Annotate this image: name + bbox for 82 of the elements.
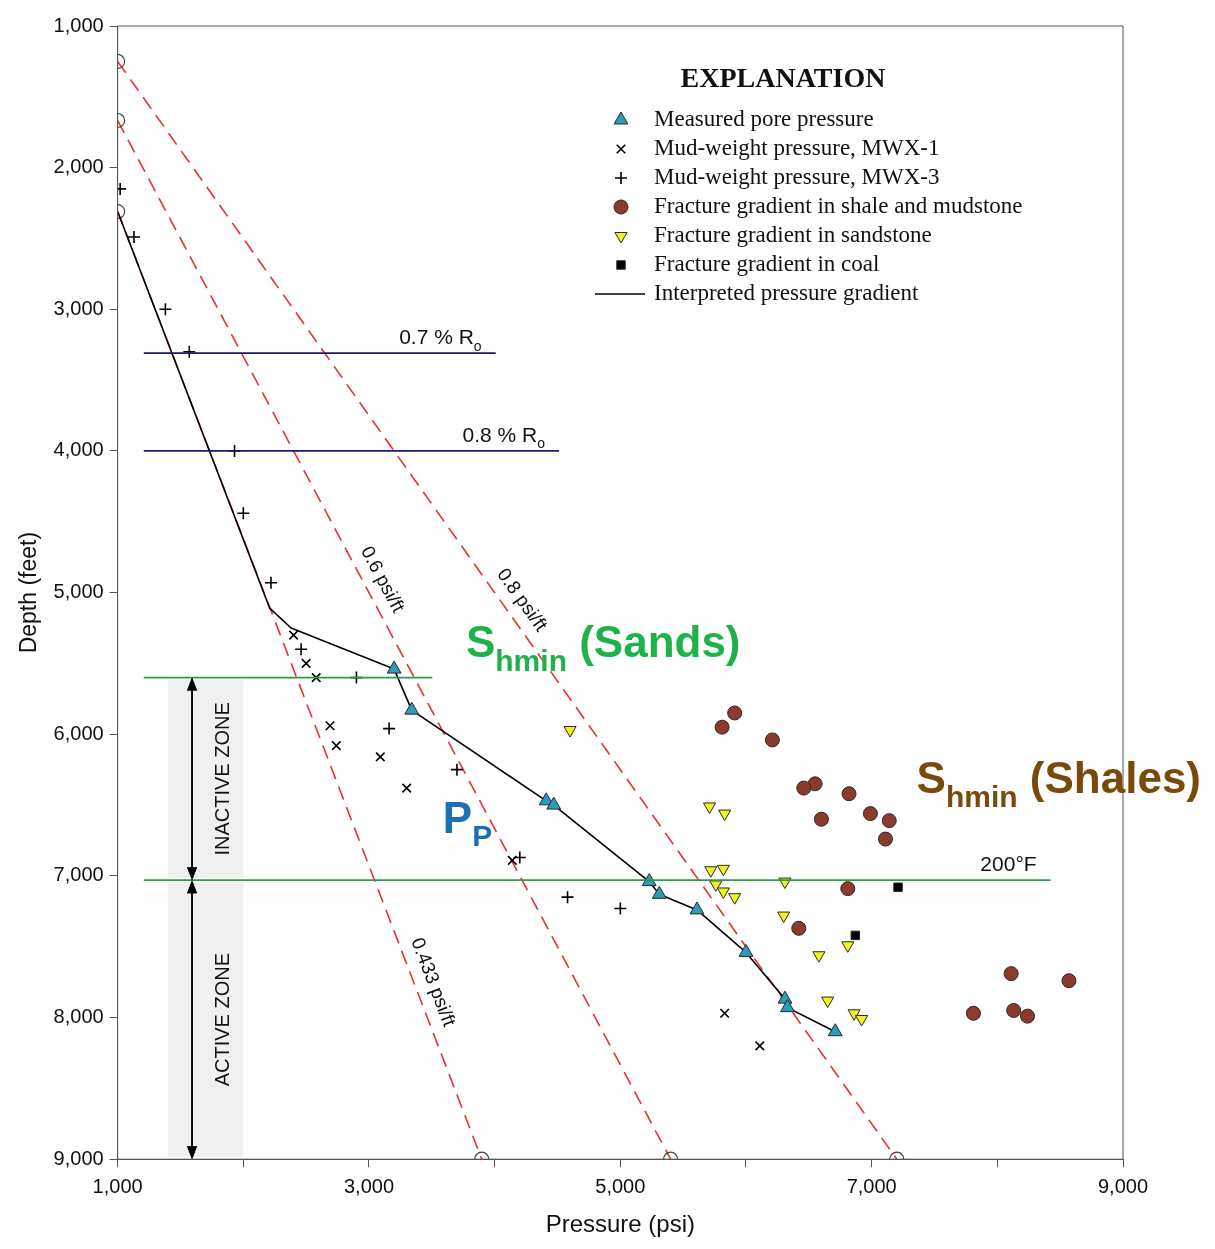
point [847,1009,861,1021]
point [877,831,893,847]
point [375,751,386,762]
legend-label: Measured pore pressure [654,106,874,132]
point [563,726,577,738]
point [331,740,342,751]
point [841,786,857,802]
point [288,630,299,641]
point [264,575,278,590]
y-tick-label: 6,000 [53,721,104,744]
y-tick-label: 2,000 [53,155,104,178]
band-label: ACTIVE ZONE [210,953,233,1087]
point [841,941,855,953]
point [182,345,197,359]
ref-line-label: 200°F [980,852,1037,876]
point [719,1008,730,1019]
legend-label: Fracture gradient in shale and mudstone [654,193,1023,219]
point [791,920,807,936]
point [127,230,141,244]
x-tick-label: 1,000 [92,1174,143,1197]
x-tick-label: 5,000 [595,1174,646,1197]
point [709,880,723,892]
point [754,1040,765,1051]
legend-label: Fracture gradient in sandstone [654,222,932,248]
x-tick-label: 3,000 [343,1174,395,1197]
point [813,811,829,827]
point [1061,973,1077,989]
y-tick-label: 4,000 [53,438,104,461]
point [893,882,903,892]
point [450,762,464,777]
point [311,672,322,683]
point [862,806,878,822]
y-tick-label: 1,000 [53,13,104,36]
point [764,732,780,748]
point [301,658,312,669]
point [704,866,718,878]
legend-label: Interpreted pressure gradient [654,280,919,306]
point [236,506,251,521]
point [560,890,575,904]
point [728,893,742,905]
point [1003,966,1019,982]
y-tick-label: 7,000 [53,863,104,886]
legend-label: Mud-weight pressure, MWX-1 [654,135,940,161]
point [850,930,861,941]
point [401,783,412,794]
point [382,721,396,736]
point [796,780,812,796]
point [1019,1008,1035,1024]
text: 0.6 psi/ft [356,542,410,617]
point [881,813,897,829]
point [294,642,308,657]
x-tick-label: 7,000 [846,1174,897,1197]
point [507,855,518,866]
legend-label: Mud-weight pressure, MWX-3 [654,164,940,190]
point [158,302,173,317]
point [965,1005,981,1021]
point [1006,1002,1022,1018]
y-tick-label: 8,000 [53,1005,104,1028]
legend-label: Fracture gradient in coal [654,251,880,277]
point [855,1014,869,1027]
point [821,996,835,1009]
y-tick-label: 5,000 [53,580,104,603]
point [716,887,730,899]
legend-title: EXPLANATION [680,62,886,94]
y-axis-title: Depth (feet) [15,531,42,654]
point [812,951,826,963]
point [840,881,856,897]
point [324,720,336,731]
point [613,901,628,916]
point [807,776,823,792]
point [727,705,743,721]
band-label: INACTIVE ZONE [210,702,233,856]
text: 0.433 psi/ft [407,934,461,1030]
point [716,864,730,877]
point [714,719,730,735]
y-tick-label: 3,000 [53,296,104,319]
point [777,911,791,924]
point [702,802,717,814]
point [718,809,732,822]
x-tick-label: 9,000 [1097,1174,1149,1197]
x-axis-title: Pressure (psi) [545,1210,696,1238]
y-tick-label: 9,000 [53,1146,104,1169]
